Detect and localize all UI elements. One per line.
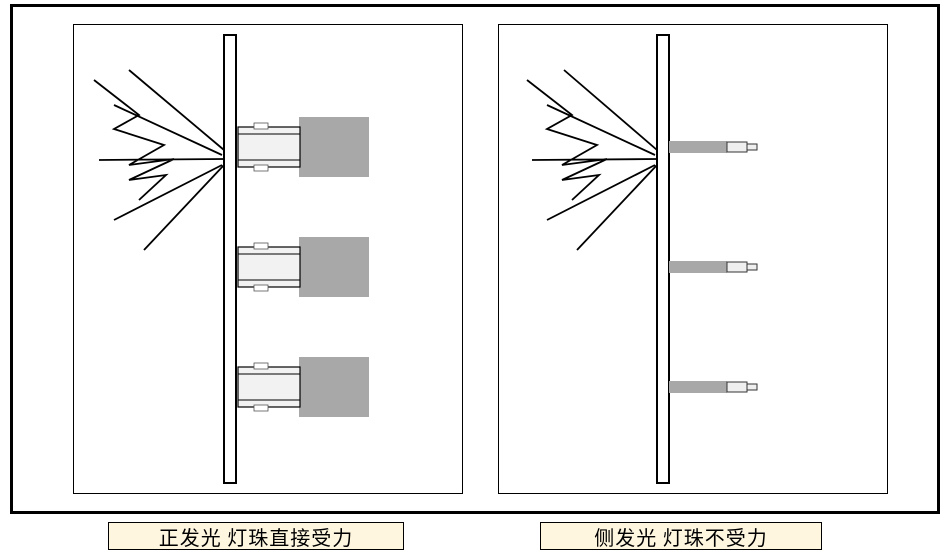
- led-module-1: [669, 141, 757, 153]
- led-module-1: [238, 117, 369, 177]
- led-module-2: [238, 237, 369, 297]
- figure-frame: 正发光 灯珠直接受力 侧发光 灯珠不受力: [0, 0, 950, 556]
- left-panel: [73, 24, 463, 494]
- led-modules-side: [669, 141, 757, 393]
- impact-burst: [94, 70, 224, 250]
- led-module-3: [669, 381, 757, 393]
- right-diagram: [499, 25, 887, 493]
- left-caption: 正发光 灯珠直接受力: [108, 522, 404, 550]
- outer-border: [10, 4, 940, 514]
- vertical-panel: [657, 35, 669, 483]
- led-module-2: [669, 261, 757, 273]
- impact-burst: [527, 70, 657, 250]
- right-caption: 侧发光 灯珠不受力: [540, 522, 822, 550]
- right-panel: [498, 24, 888, 494]
- led-module-3: [238, 357, 369, 417]
- led-modules: [238, 117, 369, 417]
- left-diagram: [74, 25, 462, 493]
- vertical-panel: [224, 35, 236, 483]
